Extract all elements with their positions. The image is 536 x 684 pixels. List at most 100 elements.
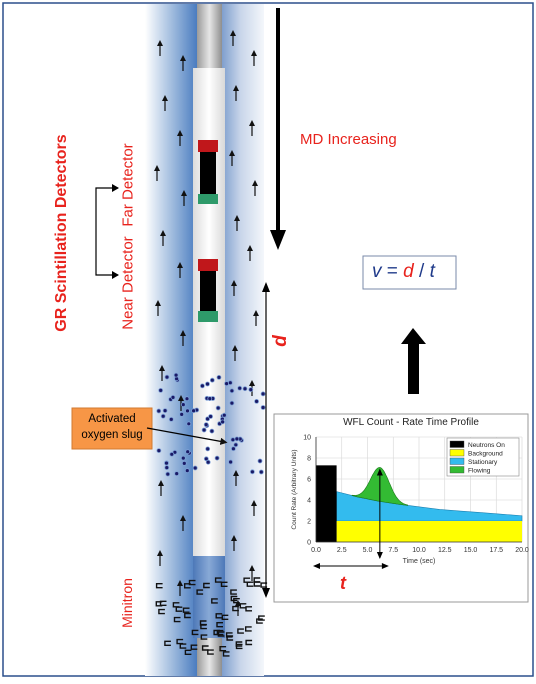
neutron-mark-icon xyxy=(245,639,253,646)
oxygen-particle-icon xyxy=(186,421,192,427)
flow-arrow-head-icon xyxy=(178,395,184,401)
gr-detectors-label: GR Scintillation Detectors xyxy=(53,134,70,332)
flow-arrow-head-icon xyxy=(251,50,257,56)
oxygen-particle-icon xyxy=(165,471,171,477)
neutron-mark-icon xyxy=(256,618,263,624)
activated-oxygen-particles xyxy=(156,372,266,477)
neutron-mark-icon xyxy=(216,622,223,628)
neutron-mark-icon xyxy=(226,635,234,641)
oxygen-particle-icon xyxy=(234,436,240,442)
neutron-mark-icon xyxy=(159,600,167,606)
flow-arrow-head-icon xyxy=(251,500,257,506)
chart-ytick-label: 6 xyxy=(307,477,311,484)
neutron-mark-icon xyxy=(245,606,252,612)
oxygen-particle-icon xyxy=(185,449,191,455)
chart-title: WFL Count - Rate Time Profile xyxy=(343,417,479,428)
neutron-mark-icon xyxy=(237,628,244,634)
neutron-mark-icon xyxy=(239,603,247,609)
oxygen-particle-icon xyxy=(230,446,236,452)
neutron-mark-icon xyxy=(182,607,190,613)
wellbore-right-fluid xyxy=(222,4,264,676)
flow-arrow-head-icon xyxy=(180,55,186,61)
neutron-mark-icon xyxy=(191,629,199,636)
far-detector-label: Far Detector xyxy=(119,143,137,227)
flow-arrow-head-icon xyxy=(180,515,186,521)
bracket-arrow-top-icon xyxy=(112,184,119,192)
oxygen-particle-icon xyxy=(209,428,215,434)
flow-arrow-head-icon xyxy=(181,190,187,196)
neutron-mark-icon xyxy=(232,605,239,612)
flow-arrow-head-icon xyxy=(233,85,239,91)
flow-arrow-head-icon xyxy=(162,95,168,101)
flow-arrow-head-icon xyxy=(249,380,255,386)
flow-arrow-head-icon xyxy=(155,300,161,306)
neutron-mark-icon xyxy=(184,649,192,655)
neutron-mark-icon xyxy=(213,629,221,636)
neutron-mark-icon xyxy=(184,583,191,589)
oxygen-particle-icon xyxy=(184,396,190,402)
distance-d-label: d xyxy=(270,335,291,347)
diagram-frame xyxy=(2,2,534,677)
oxygen-particle-icon xyxy=(216,374,222,380)
neutron-mark-icon xyxy=(230,595,238,602)
oxygen-particle-icon xyxy=(205,381,210,387)
oxygen-particle-icon xyxy=(205,416,211,422)
oxygen-particle-icon xyxy=(215,405,221,411)
chart-xtick-label: 17.5 xyxy=(489,547,503,554)
chart-xtick-label: 5.0 xyxy=(363,547,373,554)
flow-arrow-head-icon xyxy=(249,120,255,126)
neutron-mark-icon xyxy=(222,651,230,657)
flow-arrow-head-icon xyxy=(177,130,183,136)
neutron-mark-icon xyxy=(225,632,233,638)
legend-swatch xyxy=(449,457,465,465)
oxygen-particle-icon xyxy=(164,465,170,471)
oxygen-particle-icon xyxy=(168,416,174,422)
flow-arrow-head-icon xyxy=(249,565,255,571)
neutron-mark-icon xyxy=(190,644,198,650)
flow-arrows xyxy=(154,30,259,616)
oxygen-particle-icon xyxy=(205,459,211,465)
neutron-mark-icon xyxy=(207,649,214,655)
minitron-neutron-marks xyxy=(155,577,268,657)
oxygen-particle-icon xyxy=(191,408,197,414)
oxygen-particle-icon xyxy=(203,422,209,428)
neutron-mark-icon xyxy=(158,608,165,615)
neutron-mark-icon xyxy=(188,579,196,586)
oxygen-particle-icon xyxy=(205,446,211,452)
chart-xtick-label: 2.5 xyxy=(337,547,347,554)
slug-label-line2: oxygen slug xyxy=(81,429,143,441)
neutron-mark-icon xyxy=(173,616,181,623)
flow-arrow-head-icon xyxy=(253,310,259,316)
neutron-mark-icon xyxy=(221,614,229,620)
oxygen-particle-icon xyxy=(242,386,248,392)
oxygen-particle-icon xyxy=(229,388,235,394)
near-detector-label: Near Detector xyxy=(119,236,137,330)
legend-label: Stationary xyxy=(468,459,498,466)
equation-equals: = xyxy=(381,261,404,282)
oxygen-particle-icon xyxy=(173,372,179,378)
neutron-mark-icon xyxy=(155,601,163,607)
chart-xtick-label: 10.0 xyxy=(412,547,426,554)
oxygen-particle-icon xyxy=(164,374,170,380)
oxygen-particle-icon xyxy=(254,398,260,404)
minitron-label: Minitron xyxy=(119,578,135,628)
neutron-mark-icon xyxy=(235,643,243,650)
neutron-mark-icon xyxy=(199,620,207,626)
equation-v: v xyxy=(372,261,382,282)
wellbore-left-fluid xyxy=(145,4,197,676)
neutron-mark-icon xyxy=(246,581,254,587)
oxygen-particle-icon xyxy=(184,468,190,474)
neutron-mark-icon xyxy=(155,583,163,589)
oxygen-particle-icon xyxy=(185,408,190,414)
flow-arrow-head-icon xyxy=(177,262,183,268)
neutron-mark-icon xyxy=(203,582,210,589)
detector-bracket xyxy=(95,187,118,276)
slug-label-line1: Activated xyxy=(88,413,136,425)
neutron-mark-icon xyxy=(200,634,208,640)
neutron-mark-icon xyxy=(220,581,228,587)
neutron-mark-icon xyxy=(260,582,268,588)
chart-ytick-label: 8 xyxy=(307,456,311,463)
chart-ytick-label: 10 xyxy=(303,435,311,442)
equation-t: t xyxy=(429,261,435,282)
peak-arrow-down-icon xyxy=(376,552,383,559)
